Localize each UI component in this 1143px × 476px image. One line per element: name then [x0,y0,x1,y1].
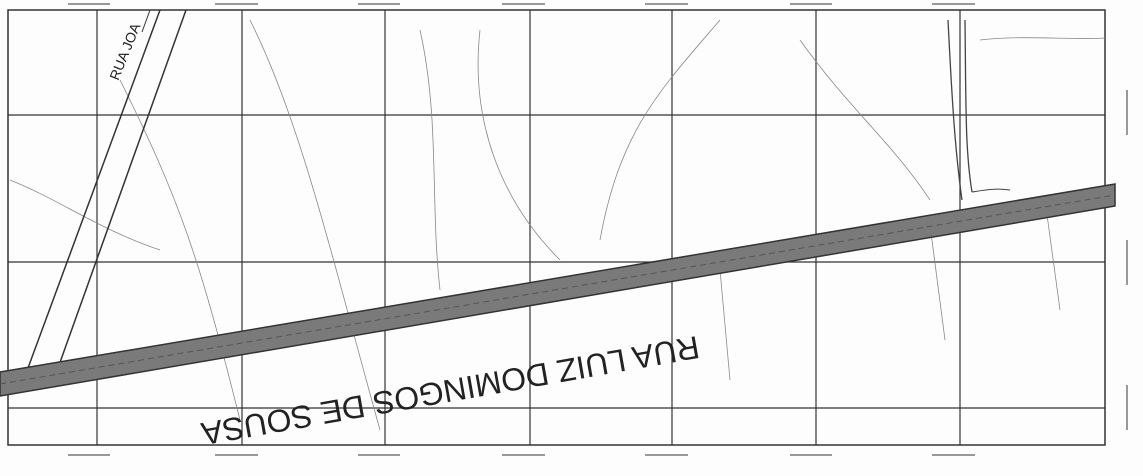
contour [979,37,1106,41]
contour [477,29,561,261]
contour [799,39,931,201]
road-edge [57,9,187,369]
leader-line [929,224,946,341]
contours [9,19,1106,431]
contour [599,19,721,241]
road-edge [27,9,161,369]
line [947,19,963,201]
side-road [27,9,187,369]
line [971,188,1011,193]
grid [7,9,1106,446]
contour [419,29,441,291]
road-center [0,194,1116,385]
contour [9,179,161,251]
coordinate-marks [68,3,1128,456]
contour [119,79,241,421]
leader-line [1044,199,1061,311]
line [964,19,973,193]
road-edge [141,9,151,33]
leader-line [719,269,731,381]
contour [249,19,381,431]
right-lines [947,19,1011,201]
frame [7,9,1106,446]
